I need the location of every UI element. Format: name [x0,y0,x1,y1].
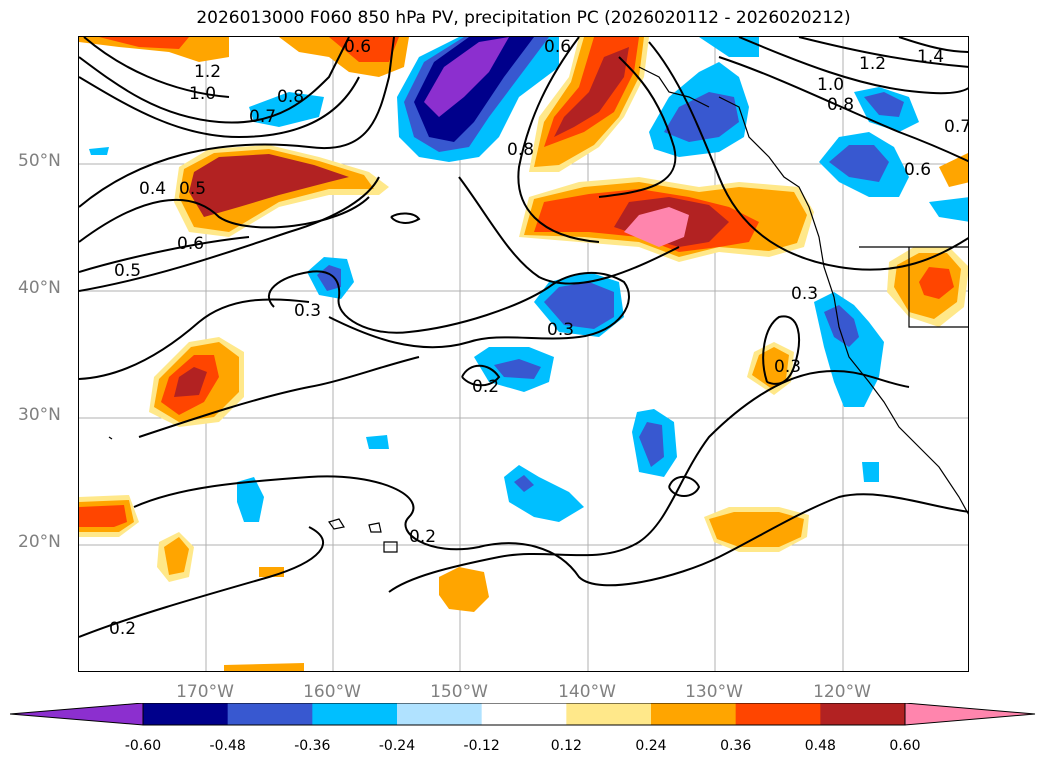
lon-label: 120°W [813,682,871,702]
negative-anomaly [504,465,584,522]
lat-label: 20°N [18,532,61,552]
positive-anomaly [939,152,968,187]
map-canvas: 1.2 1.0 0.8 0.7 0.6 0.5 0.4 0.5 0.6 0.3 … [79,37,969,671]
colorbar-segment [566,703,652,725]
lon-label: 150°W [430,682,488,702]
lat-label: 30°N [18,405,61,425]
negative-anomaly [814,292,884,407]
negative-anomaly [366,435,389,449]
contour-label: 0.4 [139,179,166,199]
negative-anomaly [829,145,889,182]
contour-label: 0.8 [827,95,854,115]
contour-label: 0.6 [544,37,571,57]
colorbar-tick-label: -0.12 [463,738,500,754]
map-title: 2026013000 F060 850 hPa PV, precipitatio… [196,8,851,28]
contour-label: 0.7 [249,107,276,127]
contour-label: 0.6 [177,234,204,254]
positive-anomaly [752,347,789,389]
colorbar-tick-label: -0.24 [378,738,416,754]
colorbar-segment [651,703,737,725]
positive-anomaly [624,207,689,247]
negative-anomaly [664,92,739,142]
lon-label: 170°W [176,682,234,702]
colorbar-segment [481,703,567,725]
positive-anomaly [79,37,229,62]
positive-anomaly [189,154,349,217]
colorbar-segment [735,703,821,725]
coastlines [108,66,968,553]
negative-anomaly [699,37,759,57]
colorbar [10,703,1036,726]
lon-label: 140°W [558,682,616,702]
negative-anomaly [494,359,541,379]
positive-anomaly [164,537,189,575]
colorbar-segment [143,703,229,725]
colorbar-extend-max [905,703,1035,725]
contour-label: 1.0 [189,84,216,104]
precip-fills [79,37,968,671]
colorbar-tick-label: 0.12 [550,738,582,754]
colorbar-tick-label: -0.60 [124,738,162,754]
contour-label: 0.3 [294,301,321,321]
positive-anomaly [79,505,127,527]
positive-anomaly [224,663,304,671]
negative-anomaly [862,462,879,482]
colorbar-tick-label: 0.36 [720,738,752,754]
positive-anomaly [709,512,804,547]
pv-contours [79,37,968,638]
colorbar-segment [312,703,398,725]
lat-label: 40°N [18,278,61,298]
negative-anomaly [929,197,968,222]
contour-label: 1.2 [194,62,221,82]
contour-label: 0.5 [114,261,141,281]
contour-label: 1.2 [859,54,886,74]
contour-label: 0.8 [277,87,304,107]
lon-label: 130°W [685,682,743,702]
positive-anomaly [919,267,954,299]
lon-label: 160°W [303,682,361,702]
contour-label: 0.7 [944,117,969,137]
contour-label: 0.8 [507,140,534,160]
colorbar-tick-label: 0.48 [804,738,836,754]
lat-label: 50°N [18,151,61,171]
colorbar-tick-label: -0.36 [294,738,331,754]
colorbar-segment [820,703,906,725]
negative-anomaly [89,147,109,155]
positive-anomaly [554,47,629,137]
contour-label: 0.6 [344,37,371,57]
contour-label: 0.3 [774,357,801,377]
contour-label: 0.5 [179,179,206,199]
negative-anomaly [639,422,664,467]
negative-anomaly [544,282,614,329]
positive-anomaly [439,567,489,612]
negative-anomaly [237,477,264,522]
colorbar-extend-min [10,703,143,725]
colorbar-tick-label: 0.60 [889,738,921,754]
positive-anomaly [174,367,207,397]
map-panel: 1.2 1.0 0.8 0.7 0.6 0.5 0.4 0.5 0.6 0.3 … [78,36,969,672]
negative-anomaly [414,37,534,142]
negative-anomaly [864,92,904,117]
contour-label: 0.2 [472,377,499,397]
negative-anomaly [424,37,509,117]
colorbar-segments [10,703,1035,725]
contour-label: 0.3 [547,320,574,340]
contour-label: 0.2 [409,527,436,547]
colorbar-tick-label: -0.48 [209,738,246,754]
colorbar-segment [397,703,483,725]
contour-label: 1.4 [917,47,944,67]
contour-label: 0.6 [904,160,931,180]
contour-label: 0.2 [109,619,136,639]
negative-anomaly [824,305,859,347]
negative-anomaly [514,475,534,492]
contour-label: 0.3 [791,284,818,304]
contour-label: 1.0 [817,75,844,95]
colorbar-tick-label: 0.24 [635,738,667,754]
contour-labels: 1.2 1.0 0.8 0.7 0.6 0.5 0.4 0.5 0.6 0.3 … [109,37,969,639]
positive-anomaly [99,37,189,49]
colorbar-segment [227,703,313,725]
